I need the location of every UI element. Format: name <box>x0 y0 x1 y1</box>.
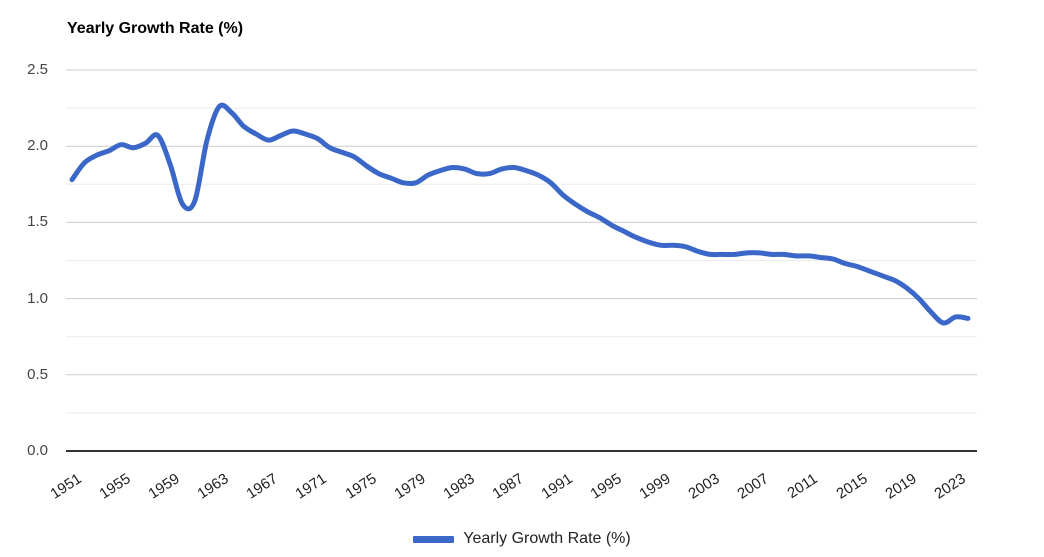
chart-title: Yearly Growth Rate (%) <box>67 20 244 37</box>
y-tick-label: 0.0 <box>27 442 48 459</box>
y-tick-label: 2.0 <box>27 137 48 155</box>
y-tick-label: 1.5 <box>27 213 48 231</box>
legend-line-swatch <box>413 535 455 543</box>
series-line[interactable] <box>69 102 971 326</box>
legend-label: Yearly Growth Rate (%) <box>463 530 631 547</box>
y-tick-label: 0.5 <box>27 365 48 383</box>
legend: Yearly Growth Rate (%) <box>0 530 1044 548</box>
y-tick-label: 1.0 <box>27 289 48 307</box>
y-tick-label: 2.5 <box>27 61 48 78</box>
